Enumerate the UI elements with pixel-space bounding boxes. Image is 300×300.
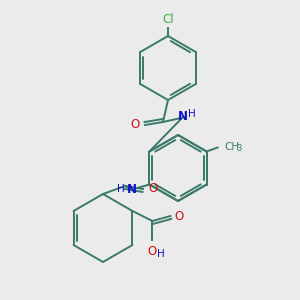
Text: N: N xyxy=(178,110,188,124)
Text: O: O xyxy=(174,209,184,223)
Text: O: O xyxy=(131,118,140,131)
Text: N: N xyxy=(126,183,136,196)
Text: CH: CH xyxy=(225,142,240,152)
Text: H: H xyxy=(188,109,196,119)
Text: H: H xyxy=(157,249,164,259)
Text: O: O xyxy=(148,182,157,196)
Text: 3: 3 xyxy=(237,144,242,153)
Text: O: O xyxy=(148,245,157,258)
Text: H: H xyxy=(117,184,124,194)
Text: Cl: Cl xyxy=(162,13,174,26)
